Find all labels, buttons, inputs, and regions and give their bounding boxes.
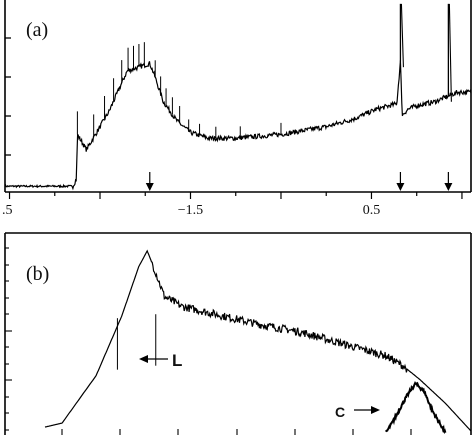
panel-a-sharp-peak-fall bbox=[448, 3, 452, 102]
panel-a-sharp-peak-fall bbox=[400, 3, 404, 68]
panel-a-arrows bbox=[145, 172, 453, 191]
annotation-c-text: C bbox=[335, 404, 345, 420]
panel-a-x-tick-label: 0.5 bbox=[363, 203, 381, 218]
annotation-l-arrowhead bbox=[139, 355, 148, 363]
annotation-c: C bbox=[335, 404, 380, 420]
panel-b-series-1-line bbox=[44, 249, 472, 432]
annotation-l: L bbox=[139, 351, 182, 370]
panel-a-x-ticks bbox=[8, 192, 463, 199]
panel-b-y-ticks bbox=[5, 247, 12, 431]
panel-a-arrowhead bbox=[396, 183, 405, 191]
panel-a-y-ticks bbox=[5, 37, 11, 156]
panel-a-x-tick-labels: .5 −1.5 0.5 bbox=[2, 203, 380, 218]
panel-a-x-tick-label: .5 bbox=[2, 203, 13, 218]
panel-b-x-ticks bbox=[61, 429, 412, 435]
annotation-l-text: L bbox=[172, 351, 182, 370]
panel-a-x-tick-label: −1.5 bbox=[178, 203, 203, 218]
annotation-c-arrowhead bbox=[371, 406, 380, 414]
panel-a-arrowhead bbox=[444, 183, 453, 191]
panel-a-label: (a) bbox=[26, 19, 48, 41]
panel-b-label: (b) bbox=[26, 263, 49, 285]
panel-b-series-2-line bbox=[384, 380, 447, 434]
panel-a-series-line bbox=[4, 60, 472, 191]
panel-a-arrowhead bbox=[145, 183, 154, 191]
panel-a: (a) .5 −1.5 0.5 bbox=[2, 0, 472, 218]
panel-b: (b) L C bbox=[4, 232, 472, 435]
panel-a-spikes bbox=[76, 3, 452, 139]
